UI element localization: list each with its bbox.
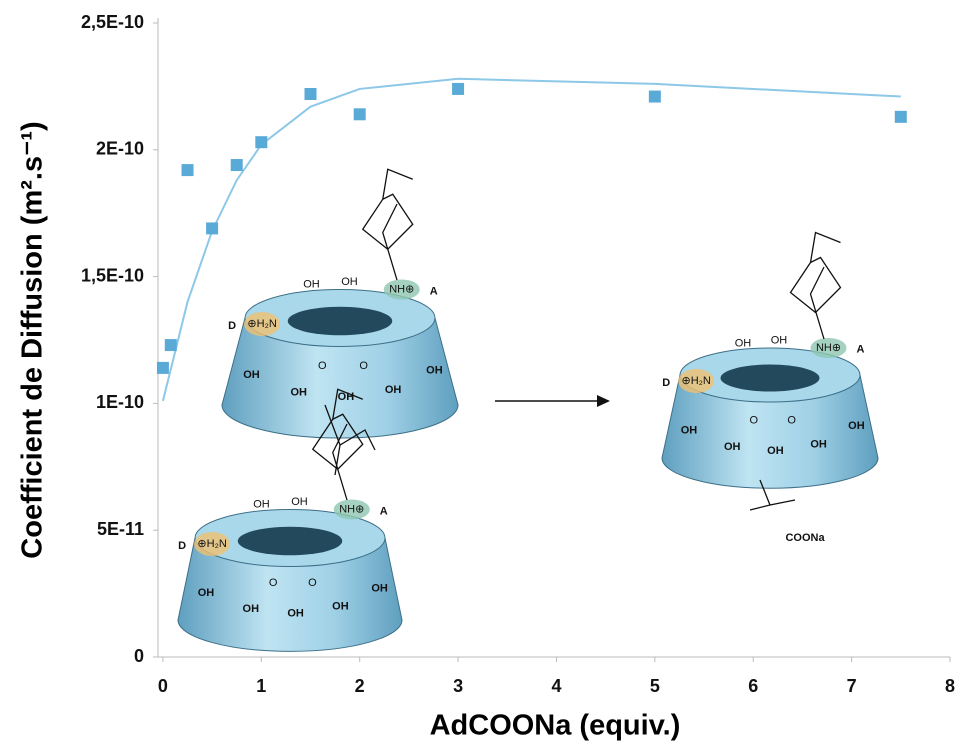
fit-line bbox=[161, 77, 901, 402]
cone-hole bbox=[720, 364, 820, 392]
diagram-label: ⊕H₂N bbox=[247, 318, 276, 330]
y-tick-label: 0 bbox=[134, 646, 144, 666]
diagram-label: OH bbox=[332, 601, 349, 613]
diagram-label: OH bbox=[243, 603, 260, 615]
acceptor-highlight bbox=[383, 279, 420, 300]
diagram-label: COONa bbox=[785, 532, 825, 544]
diagram-label: OH bbox=[290, 386, 307, 398]
adamantane bbox=[361, 168, 414, 281]
point bbox=[164, 339, 177, 352]
diagram-label: O bbox=[308, 577, 317, 589]
y-tick-label: 1E-10 bbox=[96, 392, 144, 412]
adamantane bbox=[789, 231, 842, 340]
point bbox=[156, 361, 169, 374]
diagram-label: OH bbox=[426, 365, 443, 377]
donor-highlight bbox=[194, 532, 231, 556]
x-tick-label: 4 bbox=[551, 676, 561, 696]
diagram-label: D bbox=[178, 540, 186, 552]
donor-highlight bbox=[678, 369, 715, 393]
diagram-label: O bbox=[318, 360, 327, 372]
point bbox=[181, 164, 194, 177]
y-axis-title: Coefficient de Diffusion (m².s⁻¹) bbox=[17, 121, 49, 558]
diagram-label: OH bbox=[810, 438, 827, 450]
x-tick-label: 7 bbox=[847, 676, 857, 696]
y-tick-label: 5E-11 bbox=[97, 519, 144, 539]
adamantane bbox=[311, 388, 364, 501]
diagram-label: A bbox=[857, 344, 865, 356]
y-tick-label: 1,5E-10 bbox=[81, 265, 144, 285]
arrow-head bbox=[597, 395, 610, 407]
diagram-label: OH bbox=[771, 335, 788, 347]
diagram-label: D bbox=[228, 320, 236, 332]
guest bbox=[749, 479, 796, 511]
diagram-label: O bbox=[359, 360, 368, 372]
diagram-label: OH bbox=[385, 384, 402, 396]
diagram-label: OH bbox=[681, 424, 698, 436]
point bbox=[230, 159, 243, 172]
cone-body bbox=[177, 537, 403, 652]
diagram-label: OH bbox=[243, 369, 260, 381]
diagram-label: OH bbox=[253, 499, 270, 511]
cone-body bbox=[661, 374, 879, 489]
diagram-label: A bbox=[430, 285, 438, 297]
diagram-label: OH bbox=[341, 276, 358, 288]
diagram-label: OH bbox=[287, 607, 304, 619]
point bbox=[894, 110, 907, 123]
diagram-label: OH bbox=[767, 445, 784, 457]
diagram-label: D bbox=[662, 377, 670, 389]
cyclodextrin bbox=[661, 231, 879, 489]
diagram-label: OH bbox=[291, 496, 308, 508]
point bbox=[255, 136, 268, 149]
x-tick-label: 8 bbox=[945, 676, 955, 696]
acceptor-highlight bbox=[810, 338, 847, 358]
diagram-label: OH bbox=[303, 279, 320, 291]
diagram-label: O bbox=[787, 415, 796, 427]
diagram-label: OH bbox=[198, 587, 215, 599]
diagram-label: ⊕H₂N bbox=[197, 538, 226, 550]
point bbox=[648, 90, 661, 103]
diagram-label: NH⊕ bbox=[339, 503, 364, 515]
diagram-label: OH bbox=[735, 337, 752, 349]
cone-hole bbox=[287, 306, 393, 336]
diagram-label: NH⊕ bbox=[816, 342, 841, 354]
y-tick-label: 2,5E-10 bbox=[81, 12, 144, 32]
x-tick-label: 5 bbox=[650, 676, 660, 696]
acceptor-highlight bbox=[333, 499, 370, 520]
cone-body bbox=[221, 317, 459, 439]
point bbox=[304, 88, 317, 101]
cyclodextrin bbox=[221, 168, 459, 439]
donor-highlight bbox=[244, 312, 281, 336]
x-tick-label: 2 bbox=[355, 676, 365, 696]
x-tick-label: 1 bbox=[256, 676, 266, 696]
diagram-label: O bbox=[269, 577, 278, 589]
diagram-label: O bbox=[750, 415, 759, 427]
x-axis-title: AdCOONa (equiv.) bbox=[430, 710, 681, 742]
point bbox=[353, 108, 366, 121]
cyclodextrin bbox=[177, 388, 403, 652]
point bbox=[452, 82, 465, 95]
diagram-label: OH bbox=[371, 583, 388, 595]
diagram-label: A bbox=[380, 505, 388, 517]
diagram-label: NH⊕ bbox=[389, 283, 414, 295]
cone-hole bbox=[237, 526, 343, 556]
x-tick-label: 3 bbox=[453, 676, 463, 696]
point bbox=[206, 222, 219, 235]
y-tick-label: 2E-10 bbox=[96, 139, 144, 159]
diagram-label: ⊕H₂N bbox=[682, 375, 711, 387]
x-tick-label: 6 bbox=[748, 676, 758, 696]
diagram-label: OH bbox=[724, 441, 741, 453]
guest bbox=[324, 404, 376, 476]
diagram-label: OH bbox=[848, 420, 865, 432]
x-tick-label: 0 bbox=[158, 676, 168, 696]
